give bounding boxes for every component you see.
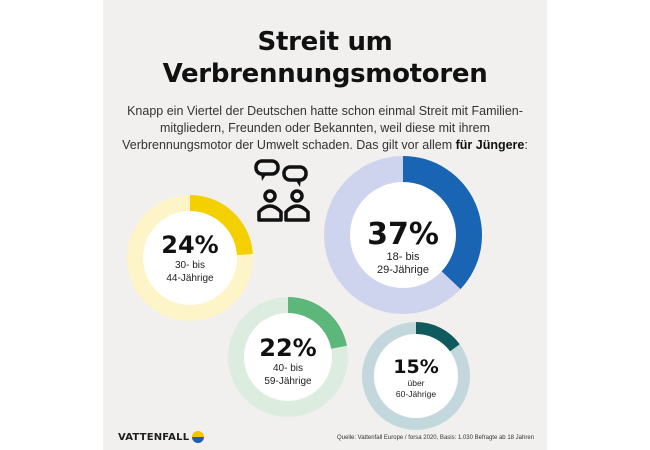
donut-percentage-label: 37%: [367, 217, 439, 252]
donut-hole: [244, 313, 332, 401]
donut-category-label-line1: 40- bis: [273, 363, 303, 374]
donut-category-label-line1: 18- bis: [386, 251, 420, 263]
donut-category-label-line2: 29-Jährige: [377, 264, 429, 276]
intro-text: Knapp ein Viertel der Deutschen hatte sc…: [120, 103, 530, 154]
vattenfall-sun-icon: [192, 431, 205, 443]
donut-category-label-line2: 60-Jährige: [396, 389, 436, 399]
discussion-icon: [254, 159, 310, 222]
page-title: Streit um Verbrennungsmotoren: [0, 26, 650, 90]
intro-body: Knapp ein Viertel der Deutschen hatte sc…: [122, 104, 523, 152]
donut-hole: [374, 334, 458, 418]
title-line-2: Verbrennungsmotoren: [162, 59, 488, 89]
donut-percentage-label: 24%: [161, 231, 218, 259]
donut-category-label-line2: 44-Jährige: [166, 273, 214, 284]
donut-hole: [350, 182, 456, 288]
donut-category-label-line1: über: [407, 378, 424, 388]
intro-highlight: für Jüngere: [455, 138, 525, 152]
donut-hole: [143, 211, 237, 305]
donut-2: 22%40- bis 59-Jährige: [228, 297, 348, 417]
donut-1: 24%30- bis 44-Jährige: [127, 195, 253, 321]
source-note: Quelle: Vattenfall Europe / forsa 2020, …: [336, 435, 534, 441]
brand-name: VATTENFALL: [118, 431, 190, 443]
intro-end: :: [524, 138, 528, 152]
donut-category-label-line1: 30- bis: [175, 260, 205, 271]
donut-percentage-label: 15%: [393, 356, 438, 378]
title-line-1: Streit um: [257, 27, 393, 57]
donut-percentage-label: 22%: [259, 334, 316, 362]
vattenfall-logo: VATTENFALL: [118, 431, 205, 443]
donut-category-label-line2: 59-Jährige: [264, 376, 312, 387]
